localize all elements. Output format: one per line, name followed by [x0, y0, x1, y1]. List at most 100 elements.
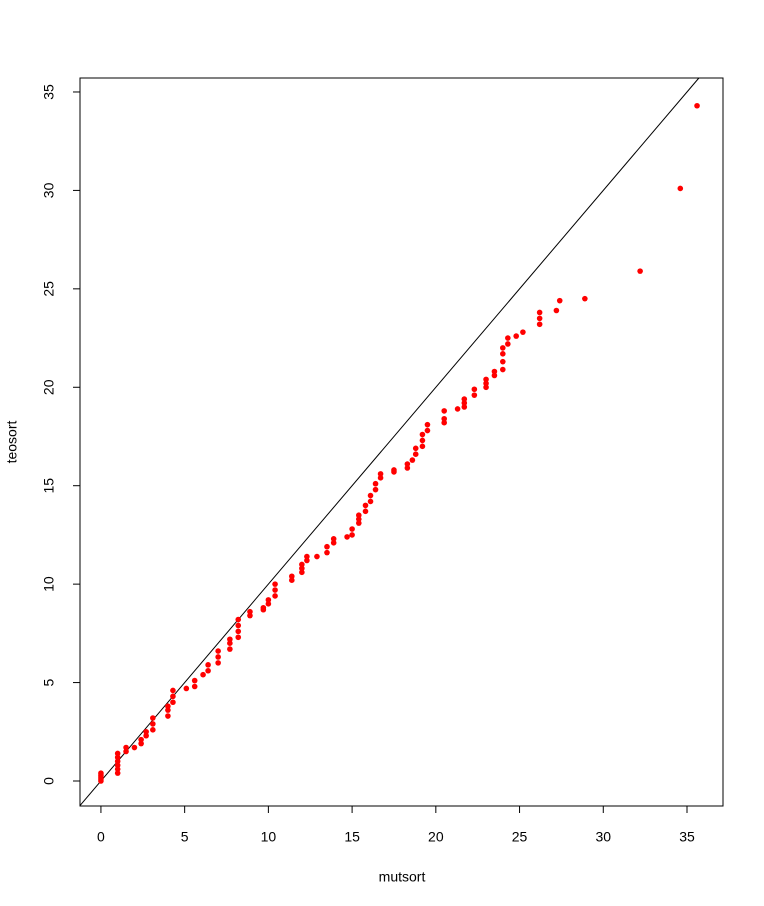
point [191, 677, 198, 684]
point [419, 431, 426, 438]
point [461, 400, 468, 406]
point [372, 480, 379, 487]
point [165, 707, 171, 713]
point [272, 581, 278, 587]
point [138, 736, 144, 743]
y-axis-label: teosort [4, 420, 20, 463]
point [143, 728, 149, 735]
point [289, 577, 295, 583]
x-tick-label: 30 [595, 829, 611, 845]
point [349, 532, 355, 538]
point [362, 502, 369, 509]
point [205, 662, 211, 668]
point [582, 295, 588, 302]
point [170, 699, 176, 706]
point [247, 612, 253, 619]
point [138, 740, 144, 747]
point [324, 549, 330, 556]
y-tick-label: 15 [41, 478, 57, 494]
point [694, 102, 700, 109]
point [227, 646, 233, 652]
point [272, 593, 278, 599]
point [483, 376, 489, 383]
point [356, 512, 362, 519]
point [114, 766, 121, 772]
x-tick-label: 15 [344, 829, 360, 845]
point [491, 368, 498, 375]
point [424, 421, 431, 428]
point [114, 750, 121, 757]
point [500, 358, 506, 365]
reference-line [79, 77, 700, 806]
point [520, 329, 526, 335]
point [114, 762, 121, 769]
point [461, 396, 468, 402]
point [200, 671, 206, 678]
plot-frame [79, 77, 724, 807]
point [483, 384, 489, 391]
point [404, 461, 411, 467]
point [483, 380, 489, 387]
point [412, 451, 419, 458]
point [372, 486, 379, 493]
point [314, 553, 320, 560]
y-tick-label: 25 [41, 281, 57, 297]
point [505, 335, 511, 341]
point [454, 406, 461, 412]
point [299, 569, 305, 576]
point [235, 634, 242, 641]
point [260, 604, 267, 611]
point [304, 553, 310, 560]
point [235, 628, 242, 635]
point [235, 616, 242, 623]
y-tick-label: 30 [41, 182, 57, 198]
y-tick-label: 10 [41, 576, 57, 592]
point [114, 770, 121, 776]
point [265, 601, 272, 607]
point [304, 557, 310, 564]
x-tick-label: 25 [512, 829, 528, 845]
point [356, 520, 362, 526]
point [183, 685, 190, 692]
x-tick-label: 20 [428, 829, 444, 845]
point [123, 748, 129, 755]
x-tick-label: 10 [261, 829, 277, 845]
point [461, 404, 468, 410]
point [215, 660, 221, 666]
x-tick-label: 35 [679, 829, 695, 845]
point [170, 693, 176, 700]
point [377, 475, 384, 481]
point [330, 536, 337, 542]
point [419, 437, 426, 444]
point [412, 445, 419, 452]
point [471, 392, 478, 398]
y-tick-label: 5 [41, 678, 57, 686]
point [114, 758, 121, 765]
point [471, 386, 478, 393]
point [114, 754, 121, 761]
point [409, 457, 416, 463]
point [500, 351, 506, 357]
point [215, 654, 221, 660]
point [330, 539, 337, 546]
point [247, 608, 253, 615]
point [235, 622, 242, 629]
point [143, 732, 149, 739]
point [441, 419, 447, 426]
point [513, 333, 520, 339]
point [170, 687, 176, 694]
point [367, 492, 374, 499]
point [150, 715, 156, 721]
point [324, 543, 330, 550]
point [131, 744, 138, 751]
point [536, 315, 543, 322]
y-tick-label: 20 [41, 379, 57, 395]
point [500, 345, 506, 351]
point [424, 427, 431, 434]
point [356, 516, 362, 522]
point [299, 561, 305, 568]
point [165, 703, 171, 709]
point [205, 667, 211, 674]
point [367, 498, 374, 505]
